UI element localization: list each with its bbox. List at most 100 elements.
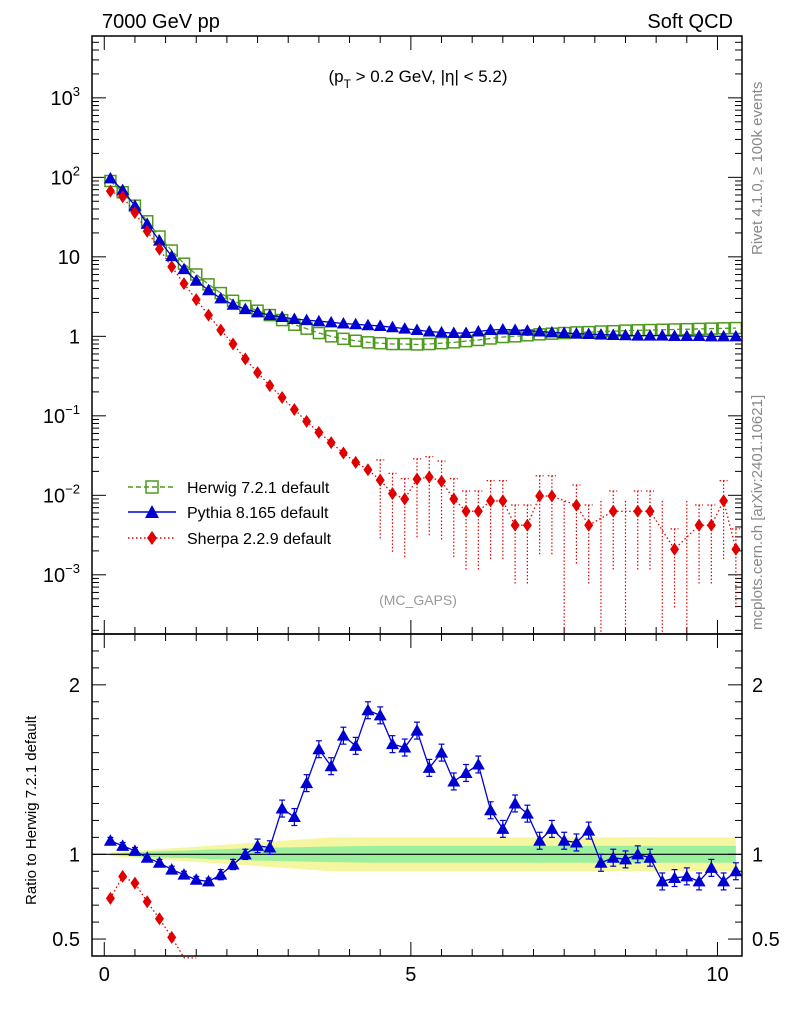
title-open: (p	[328, 67, 343, 86]
ratio-data-point-0	[471, 757, 485, 770]
legend-label-pythia: Pythia 8.165 default	[187, 505, 329, 522]
ratio-data-point-0	[704, 861, 718, 873]
data-point-2	[670, 542, 680, 556]
data-point-1	[557, 326, 571, 339]
y-tick-label: 10−1	[43, 402, 80, 428]
data-point-1	[103, 171, 117, 184]
main-plot-ticks	[92, 35, 742, 634]
ratio-data-point-0	[300, 776, 314, 789]
ratio-data-point-0	[263, 841, 277, 853]
ratio-data-point-0	[410, 724, 424, 736]
data-point-1	[435, 325, 449, 338]
ratio-y-tick-label-right: 0.5	[752, 929, 780, 951]
y-tick-label: 1	[69, 326, 80, 348]
y-tick-label-exponent: 2	[73, 163, 80, 178]
data-point-1	[165, 249, 179, 262]
ratio-data-point-0	[238, 847, 252, 860]
data-point-1	[545, 325, 559, 338]
y-tick-label: 103	[51, 84, 80, 110]
ratio-data-point-0	[459, 766, 473, 778]
ratio-data-point-0	[484, 803, 498, 816]
ratio-data-point-0	[275, 802, 289, 814]
ratio-data-point-0	[202, 874, 216, 887]
data-point-2	[522, 518, 532, 532]
ratio-series-line-0	[110, 709, 737, 883]
ratio-plot-frame	[91, 633, 743, 957]
data-point-1	[618, 328, 632, 341]
data-point-1	[447, 326, 461, 339]
data-point-1	[177, 262, 191, 275]
ratio-data-point-1	[154, 912, 164, 926]
ratio-data-point-0	[385, 737, 399, 750]
data-point-1	[300, 313, 314, 326]
ratio-data-point-0	[729, 864, 743, 877]
data-point-2	[571, 498, 581, 512]
y-tick-label-base: 1	[69, 326, 80, 348]
ratio-y-tick-label-right: 2	[752, 675, 763, 697]
legend-entry-pythia: Pythia 8.165 default	[128, 505, 329, 522]
ratio-data-point-0	[189, 873, 203, 885]
data-point-1	[717, 329, 731, 342]
title-subscript: T	[344, 77, 352, 91]
data-point-2	[608, 504, 618, 518]
data-point-1	[214, 291, 228, 304]
data-point-2	[240, 352, 250, 366]
data-point-2	[216, 323, 226, 337]
ratio-data-point-0	[103, 834, 117, 846]
data-point-1	[275, 310, 289, 323]
data-point-2	[314, 425, 324, 439]
ratio-data-point-0	[287, 810, 301, 823]
data-point-0	[435, 336, 448, 350]
ratio-data-point-0	[324, 759, 338, 772]
data-point-2	[118, 190, 128, 204]
header-right-title: Soft QCD	[647, 11, 733, 33]
ratio-y-tick-label-left: 2	[69, 675, 80, 697]
ratio-data-point-0	[312, 742, 326, 755]
ratio-data-point-0	[680, 869, 694, 882]
main-plot-title: (pT > 0.2 GeV, |η| < 5.2)	[328, 67, 507, 91]
data-point-1	[508, 323, 522, 336]
ratio-y-axis-label: Ratio to Herwig 7.2.1 default	[23, 715, 40, 905]
data-point-1	[594, 328, 608, 340]
data-point-1	[128, 199, 142, 211]
y-tick-label: 10	[58, 247, 80, 269]
data-point-2	[731, 542, 741, 556]
data-point-2	[633, 504, 643, 518]
ratio-data-point-0	[618, 852, 632, 865]
data-point-2	[645, 504, 655, 518]
data-point-1	[643, 329, 657, 341]
data-point-2	[179, 277, 189, 291]
data-point-2	[253, 366, 263, 380]
ratio-data-point-0	[643, 851, 657, 863]
ratio-data-point-0	[508, 796, 522, 809]
ratio-data-point-1	[118, 869, 128, 883]
data-point-2	[437, 474, 447, 488]
data-point-2	[130, 206, 140, 220]
ratio-data-point-0	[165, 863, 179, 875]
y-tick-label-base: 10	[43, 406, 65, 428]
ratio-data-point-0	[557, 834, 571, 846]
data-point-2	[289, 403, 299, 417]
y-tick-label-base: 10	[58, 247, 80, 269]
data-point-1	[398, 322, 412, 334]
ratio-data-point-0	[582, 824, 596, 836]
data-point-1	[251, 305, 265, 318]
ratio-y-tick-label-left: 1	[69, 844, 80, 866]
data-point-1	[569, 327, 583, 339]
data-point-2	[105, 184, 115, 198]
y-tick-label-exponent: −1	[65, 402, 80, 417]
data-point-2	[706, 518, 716, 532]
ratio-data-point-1	[105, 891, 115, 905]
ratio-data-point-0	[496, 822, 510, 834]
data-point-1	[140, 217, 154, 229]
ratio-plot-ticks	[92, 634, 742, 956]
header-left-title: 7000 GeV pp	[102, 11, 220, 33]
legend-label-sherpa: Sherpa 2.2.9 default	[187, 531, 332, 548]
data-point-1	[373, 319, 387, 331]
data-point-1	[520, 324, 534, 336]
ratio-data-point-0	[631, 847, 645, 860]
ratio-data-point-0	[569, 835, 583, 848]
data-point-0	[410, 338, 424, 351]
data-point-0	[312, 326, 326, 340]
